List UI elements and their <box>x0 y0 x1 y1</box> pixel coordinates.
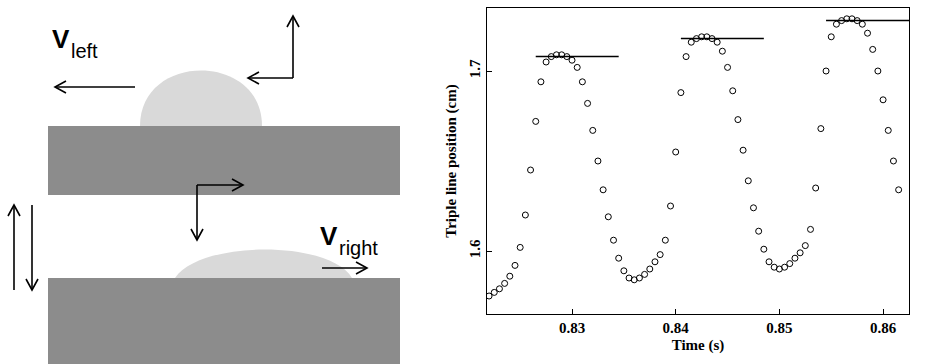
svg-text:V: V <box>320 221 338 251</box>
svg-text:right: right <box>339 237 378 259</box>
svg-text:Triple line position (cm): Triple line position (cm) <box>443 84 460 237</box>
svg-text:0.84: 0.84 <box>663 320 690 336</box>
svg-text:0.85: 0.85 <box>766 320 792 336</box>
svg-text:Time (s): Time (s) <box>672 337 725 354</box>
svg-text:1.6: 1.6 <box>467 239 483 258</box>
svg-text:0.86: 0.86 <box>870 320 897 336</box>
svg-text:left: left <box>71 40 98 62</box>
svg-text:0.83: 0.83 <box>559 320 585 336</box>
svg-text:1.7: 1.7 <box>467 59 483 78</box>
svg-text:V: V <box>52 24 70 54</box>
